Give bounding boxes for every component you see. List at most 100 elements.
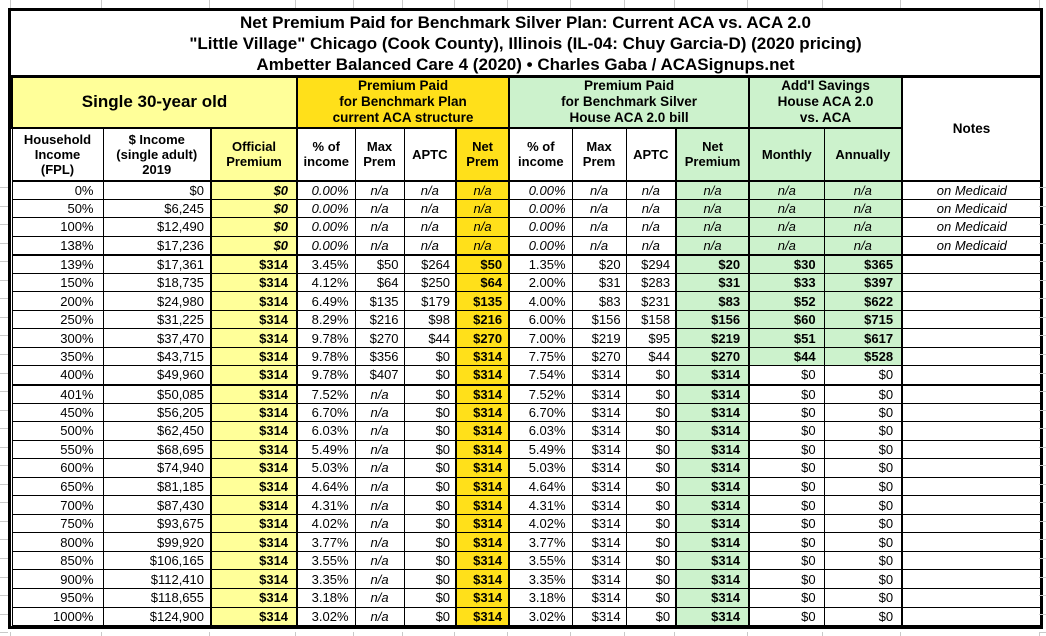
table-row-100%: 100% $12,490 $0 0.00% n/a n/a n/a 0.00% n/a n/a n/… [11, 217, 1042, 237]
gridline-stub [1039, 521, 1046, 522]
cell-official: $0 [209, 217, 299, 237]
cell-aca2_pct: 7.52% [508, 384, 573, 404]
cell-aca2_pct: 4.00% [508, 291, 573, 311]
cell-aca2_aptc: $95 [625, 328, 677, 348]
cell-aca2_max: $314 [571, 365, 627, 386]
gridline-stub [101, 632, 102, 636]
cell-official: $314 [209, 384, 299, 404]
column-header-5: Max Prem [354, 127, 405, 182]
cell-aca_net: n/a [455, 198, 511, 219]
cell-annually: $0 [823, 569, 904, 590]
cell-note [901, 309, 1042, 330]
gridline-stub [454, 0, 455, 8]
cell-income: $12,490 [102, 217, 212, 237]
cell-fpl: 950% [11, 588, 104, 608]
cell-annually: n/a [823, 198, 904, 219]
column-header-10: APTC [625, 127, 677, 182]
cell-fpl: 0% [11, 180, 104, 200]
cell-aca2_net: $314 [675, 513, 751, 534]
column-header-13: Annually [823, 127, 904, 182]
cell-aca_aptc: $0 [403, 495, 457, 515]
cell-income: $112,410 [102, 569, 212, 590]
cell-aca_net: $314 [455, 439, 511, 460]
gridline-stub [0, 577, 8, 578]
cell-aca_aptc: $0 [403, 346, 457, 367]
cell-aca_max: n/a [354, 532, 405, 552]
cell-aca2_pct: 5.49% [508, 439, 573, 460]
cell-income: $87,430 [102, 495, 212, 515]
cell-aca_aptc: $0 [403, 384, 457, 404]
cell-aca2_net: $31 [675, 272, 751, 293]
cell-official: $314 [209, 254, 299, 274]
cell-fpl: 200% [11, 291, 104, 311]
gridline-stub [1039, 354, 1046, 355]
cell-note [901, 272, 1042, 293]
cell-fpl: 650% [11, 476, 104, 497]
cell-aca_max: n/a [354, 235, 405, 256]
cell-annually: $0 [823, 384, 904, 404]
cell-aca2_pct: 3.18% [508, 588, 573, 608]
cell-aca2_aptc: $0 [625, 588, 677, 608]
cell-annually: n/a [823, 217, 904, 237]
cell-aca2_aptc: $0 [625, 476, 677, 497]
cell-official: $314 [209, 272, 299, 293]
cell-income: $50,085 [102, 384, 212, 404]
cell-annually: $0 [823, 476, 904, 497]
gridline-stub [1039, 391, 1046, 392]
cell-fpl: 800% [11, 532, 104, 552]
cell-aca_net: $314 [455, 495, 511, 515]
cell-note [901, 421, 1042, 441]
cell-annually: $0 [823, 588, 904, 608]
cell-aca2_pct: 7.75% [508, 346, 573, 367]
gridline-stub [1039, 428, 1046, 429]
gridline-stub [1039, 614, 1046, 615]
cell-note [901, 439, 1042, 460]
gridline-stub [1039, 335, 1046, 336]
cell-income: $68,695 [102, 439, 212, 460]
cell-aca_aptc: $0 [403, 550, 457, 571]
cell-aca2_net: $156 [675, 309, 751, 330]
cell-aca2_net: $314 [675, 402, 751, 423]
cell-annually: $0 [823, 458, 904, 478]
group-header-aca-current: Premium Paid for Benchmark Plan current … [296, 77, 511, 129]
cell-monthly: $0 [748, 476, 825, 497]
cell-aca_aptc: $0 [403, 513, 457, 534]
gridline-stub [1039, 595, 1046, 596]
cell-official: $314 [209, 569, 299, 590]
gridline-stub [0, 632, 8, 633]
cell-note: on Medicaid [901, 217, 1042, 237]
table-row-500%: 500% $62,450 $314 6.03% n/a $0 $314 6.03% $314 $0… [11, 421, 1042, 441]
table-row-1000%: 1000% $124,900 $314 3.02% n/a $0 $314 3.02% $314… [11, 606, 1042, 627]
cell-official: $0 [209, 198, 299, 219]
cell-aca2_net: $314 [675, 421, 751, 441]
cell-aca2_pct: 0.00% [508, 198, 573, 219]
cell-aca_net: $50 [455, 254, 511, 274]
cell-monthly: $0 [748, 606, 825, 627]
cell-note [901, 569, 1042, 590]
cell-note [901, 402, 1042, 423]
cell-aca_aptc: $0 [403, 439, 457, 460]
cell-aca2_pct: 3.77% [508, 532, 573, 552]
cell-note [901, 588, 1042, 608]
cell-aca2_pct: 5.03% [508, 458, 573, 478]
cell-fpl: 700% [11, 495, 104, 515]
cell-aca2_net: $314 [675, 588, 751, 608]
cell-aca2_max: $219 [571, 328, 627, 348]
cell-aca2_net: $314 [675, 495, 751, 515]
cell-aca_net: $314 [455, 588, 511, 608]
cell-aca_pct: 3.18% [296, 588, 356, 608]
cell-annually: $0 [823, 421, 904, 441]
gridline-stub [570, 0, 571, 8]
cell-fpl: 150% [11, 272, 104, 293]
cell-annually: $0 [823, 550, 904, 571]
cell-aca_max: n/a [354, 513, 405, 534]
cell-aca_net: n/a [455, 180, 511, 200]
cell-aca_pct: 0.00% [296, 217, 356, 237]
cell-annually: $617 [823, 328, 904, 348]
gridline-stub [0, 206, 8, 207]
cell-aca2_pct: 4.31% [508, 495, 573, 515]
cell-aca2_pct: 6.70% [508, 402, 573, 423]
gridline-stub [0, 298, 8, 299]
cell-monthly: n/a [748, 217, 825, 237]
gridline-stub [1039, 502, 1046, 503]
